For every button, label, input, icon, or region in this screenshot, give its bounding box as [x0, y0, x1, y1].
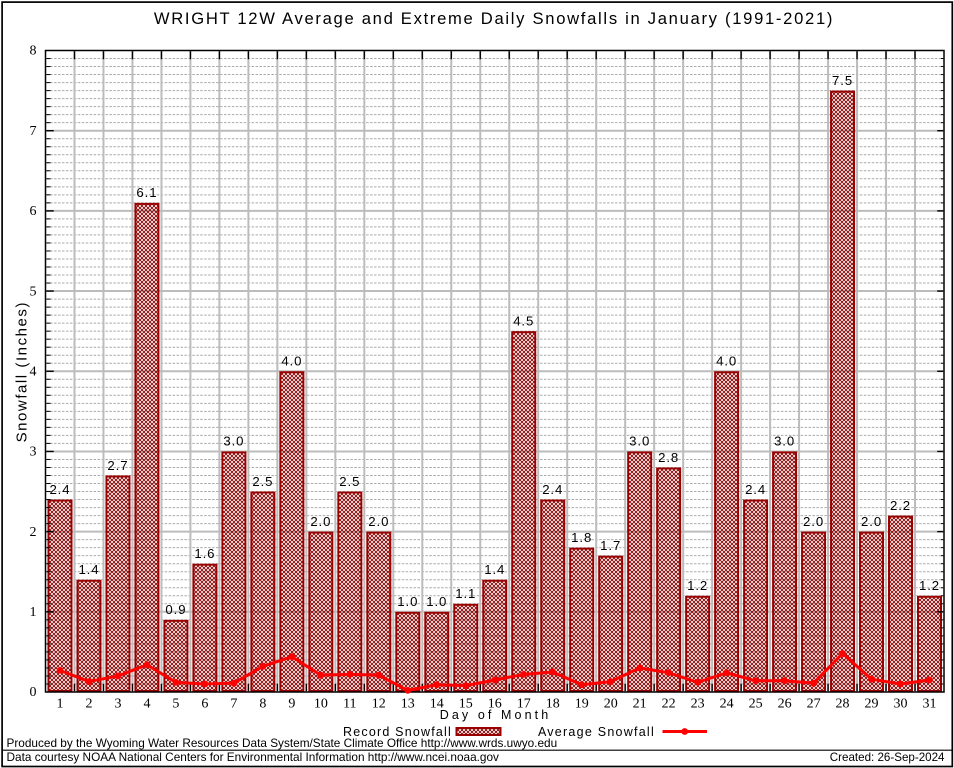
- svg-text:2.5: 2.5: [339, 474, 360, 489]
- svg-text:3: 3: [30, 445, 37, 460]
- svg-text:2: 2: [30, 525, 37, 540]
- svg-text:Day of Month: Day of Month: [440, 708, 552, 722]
- svg-text:3.0: 3.0: [774, 434, 795, 449]
- svg-text:6: 6: [201, 697, 208, 712]
- svg-text:27: 27: [807, 697, 821, 712]
- svg-text:28: 28: [836, 697, 850, 712]
- svg-text:2.7: 2.7: [107, 458, 128, 473]
- svg-text:1.7: 1.7: [600, 538, 621, 553]
- svg-text:2.4: 2.4: [49, 482, 70, 497]
- svg-text:17: 17: [517, 697, 531, 712]
- svg-text:4.0: 4.0: [716, 354, 737, 369]
- svg-text:Snowfall (Inches): Snowfall (Inches): [14, 301, 31, 442]
- svg-text:2.0: 2.0: [310, 514, 331, 529]
- svg-text:30: 30: [894, 697, 908, 712]
- svg-text:14: 14: [430, 697, 444, 712]
- svg-text:7: 7: [30, 124, 37, 139]
- svg-text:16: 16: [488, 697, 502, 712]
- svg-text:4: 4: [143, 697, 150, 712]
- svg-text:12: 12: [372, 697, 386, 712]
- svg-text:3.0: 3.0: [629, 434, 650, 449]
- svg-text:7: 7: [230, 697, 237, 712]
- svg-text:25: 25: [749, 697, 763, 712]
- svg-text:4: 4: [30, 364, 37, 379]
- svg-text:31: 31: [923, 697, 937, 712]
- svg-text:1.0: 1.0: [397, 594, 418, 609]
- svg-text:Record Snowfall: Record Snowfall: [343, 725, 452, 739]
- svg-text:7.5: 7.5: [832, 73, 853, 88]
- svg-text:Average Snowfall: Average Snowfall: [538, 725, 655, 739]
- svg-text:1.8: 1.8: [571, 530, 592, 545]
- svg-text:6.1: 6.1: [136, 185, 157, 200]
- svg-text:3.0: 3.0: [223, 434, 244, 449]
- svg-text:5: 5: [30, 284, 37, 299]
- svg-text:11: 11: [343, 697, 356, 712]
- svg-text:0.9: 0.9: [165, 602, 186, 617]
- svg-text:13: 13: [401, 697, 415, 712]
- svg-text:22: 22: [662, 697, 676, 712]
- svg-text:1.6: 1.6: [194, 546, 215, 561]
- svg-text:10: 10: [314, 697, 328, 712]
- svg-text:2.4: 2.4: [745, 482, 766, 497]
- svg-text:4.5: 4.5: [513, 313, 534, 328]
- svg-text:5: 5: [172, 697, 179, 712]
- svg-text:2.0: 2.0: [803, 514, 824, 529]
- svg-text:WRIGHT 12W Average and Extreme: WRIGHT 12W Average and Extreme Daily Sno…: [154, 9, 834, 28]
- svg-text:Produced by the Wyoming Water: Produced by the Wyoming Water Resources …: [7, 736, 558, 750]
- svg-text:1.1: 1.1: [455, 586, 476, 601]
- svg-text:8: 8: [259, 697, 266, 712]
- svg-text:26: 26: [778, 697, 792, 712]
- svg-text:2.0: 2.0: [861, 514, 882, 529]
- svg-text:19: 19: [575, 697, 589, 712]
- svg-text:2: 2: [85, 697, 92, 712]
- svg-text:21: 21: [633, 697, 647, 712]
- svg-text:18: 18: [546, 697, 560, 712]
- svg-text:24: 24: [720, 697, 734, 712]
- svg-text:1: 1: [56, 697, 63, 712]
- svg-text:20: 20: [604, 697, 618, 712]
- svg-text:23: 23: [691, 697, 705, 712]
- svg-text:29: 29: [865, 697, 879, 712]
- svg-text:2.8: 2.8: [658, 450, 679, 465]
- svg-text:1: 1: [30, 605, 37, 620]
- svg-text:1.4: 1.4: [484, 562, 505, 577]
- svg-text:15: 15: [459, 697, 473, 712]
- svg-text:Created: 26-Sep-2024: Created: 26-Sep-2024: [830, 751, 945, 764]
- svg-text:9: 9: [288, 697, 295, 712]
- svg-text:8: 8: [30, 44, 37, 59]
- svg-text:2.2: 2.2: [890, 498, 911, 513]
- svg-text:1.2: 1.2: [687, 578, 708, 593]
- svg-text:2.0: 2.0: [368, 514, 389, 529]
- svg-text:6: 6: [30, 204, 37, 219]
- svg-text:1.2: 1.2: [919, 578, 940, 593]
- svg-text:2.4: 2.4: [542, 482, 563, 497]
- svg-text:1.0: 1.0: [426, 594, 447, 609]
- svg-text:2.5: 2.5: [252, 474, 273, 489]
- svg-text:4.0: 4.0: [281, 354, 302, 369]
- svg-text:1.4: 1.4: [78, 562, 99, 577]
- svg-text:Data courtesy NOAA National Ce: Data courtesy NOAA National Centers for …: [7, 750, 500, 764]
- svg-text:3: 3: [114, 697, 121, 712]
- svg-text:0: 0: [30, 685, 37, 700]
